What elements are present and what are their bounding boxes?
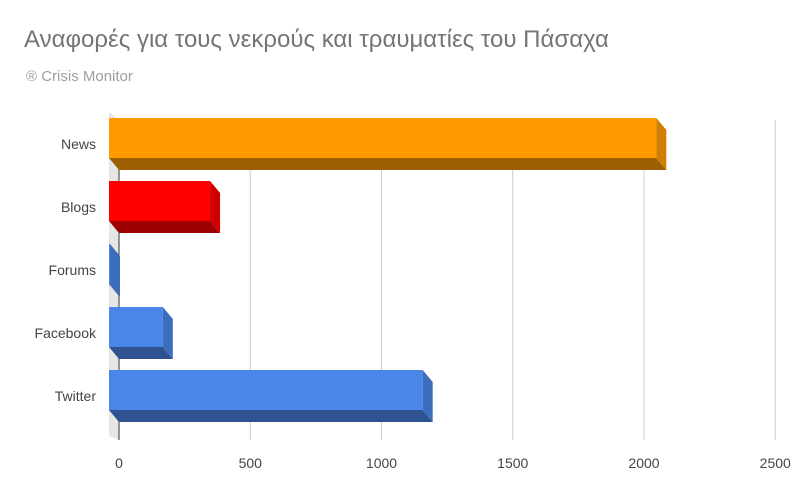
bar-end-news [656,118,667,170]
category-label-twitter: Twitter [55,388,97,404]
bar-front-news [109,118,657,158]
bar-twitter [109,370,433,422]
bar-blogs [109,181,221,233]
bar-front-facebook [109,307,163,347]
bar-bottom-facebook [109,347,173,359]
category-label-news: News [61,136,96,152]
category-label-blogs: Blogs [61,199,96,215]
bar-bottom-twitter [109,410,433,422]
bar-facebook [109,307,173,359]
x-tick-label-0: 0 [115,455,123,471]
x-tick-label-2500: 2500 [760,455,791,471]
bar-bottom-blogs [109,221,221,233]
chart-subtitle: ® Crisis Monitor [26,68,133,85]
bars [109,118,667,422]
x-tick-label-1500: 1500 [497,455,528,471]
category-label-forums: Forums [49,262,96,278]
bar-bottom-news [109,158,667,170]
bar-front-blogs [109,181,211,221]
x-tick-label-1000: 1000 [366,455,397,471]
bar-bottom-forums [109,284,120,296]
bar-front-forums [109,244,110,284]
category-labels: News Blogs Forums Facebook Twitter [35,136,97,404]
bar-end-twitter [422,370,433,422]
bar-end-blogs [210,181,221,233]
bar-forums [109,244,120,296]
bar-front-twitter [109,370,423,410]
x-tick-label-2000: 2000 [628,455,659,471]
bar-end-facebook [162,307,173,359]
category-label-facebook: Facebook [35,325,97,341]
bar-end-forums [110,244,120,296]
x-tick-labels: 0 500 1000 1500 2000 2500 [115,455,791,471]
x-tick-label-500: 500 [239,455,263,471]
chart-title: Αναφορές για τους νεκρούς και τραυματίες… [24,26,609,53]
bar-news [109,118,667,170]
